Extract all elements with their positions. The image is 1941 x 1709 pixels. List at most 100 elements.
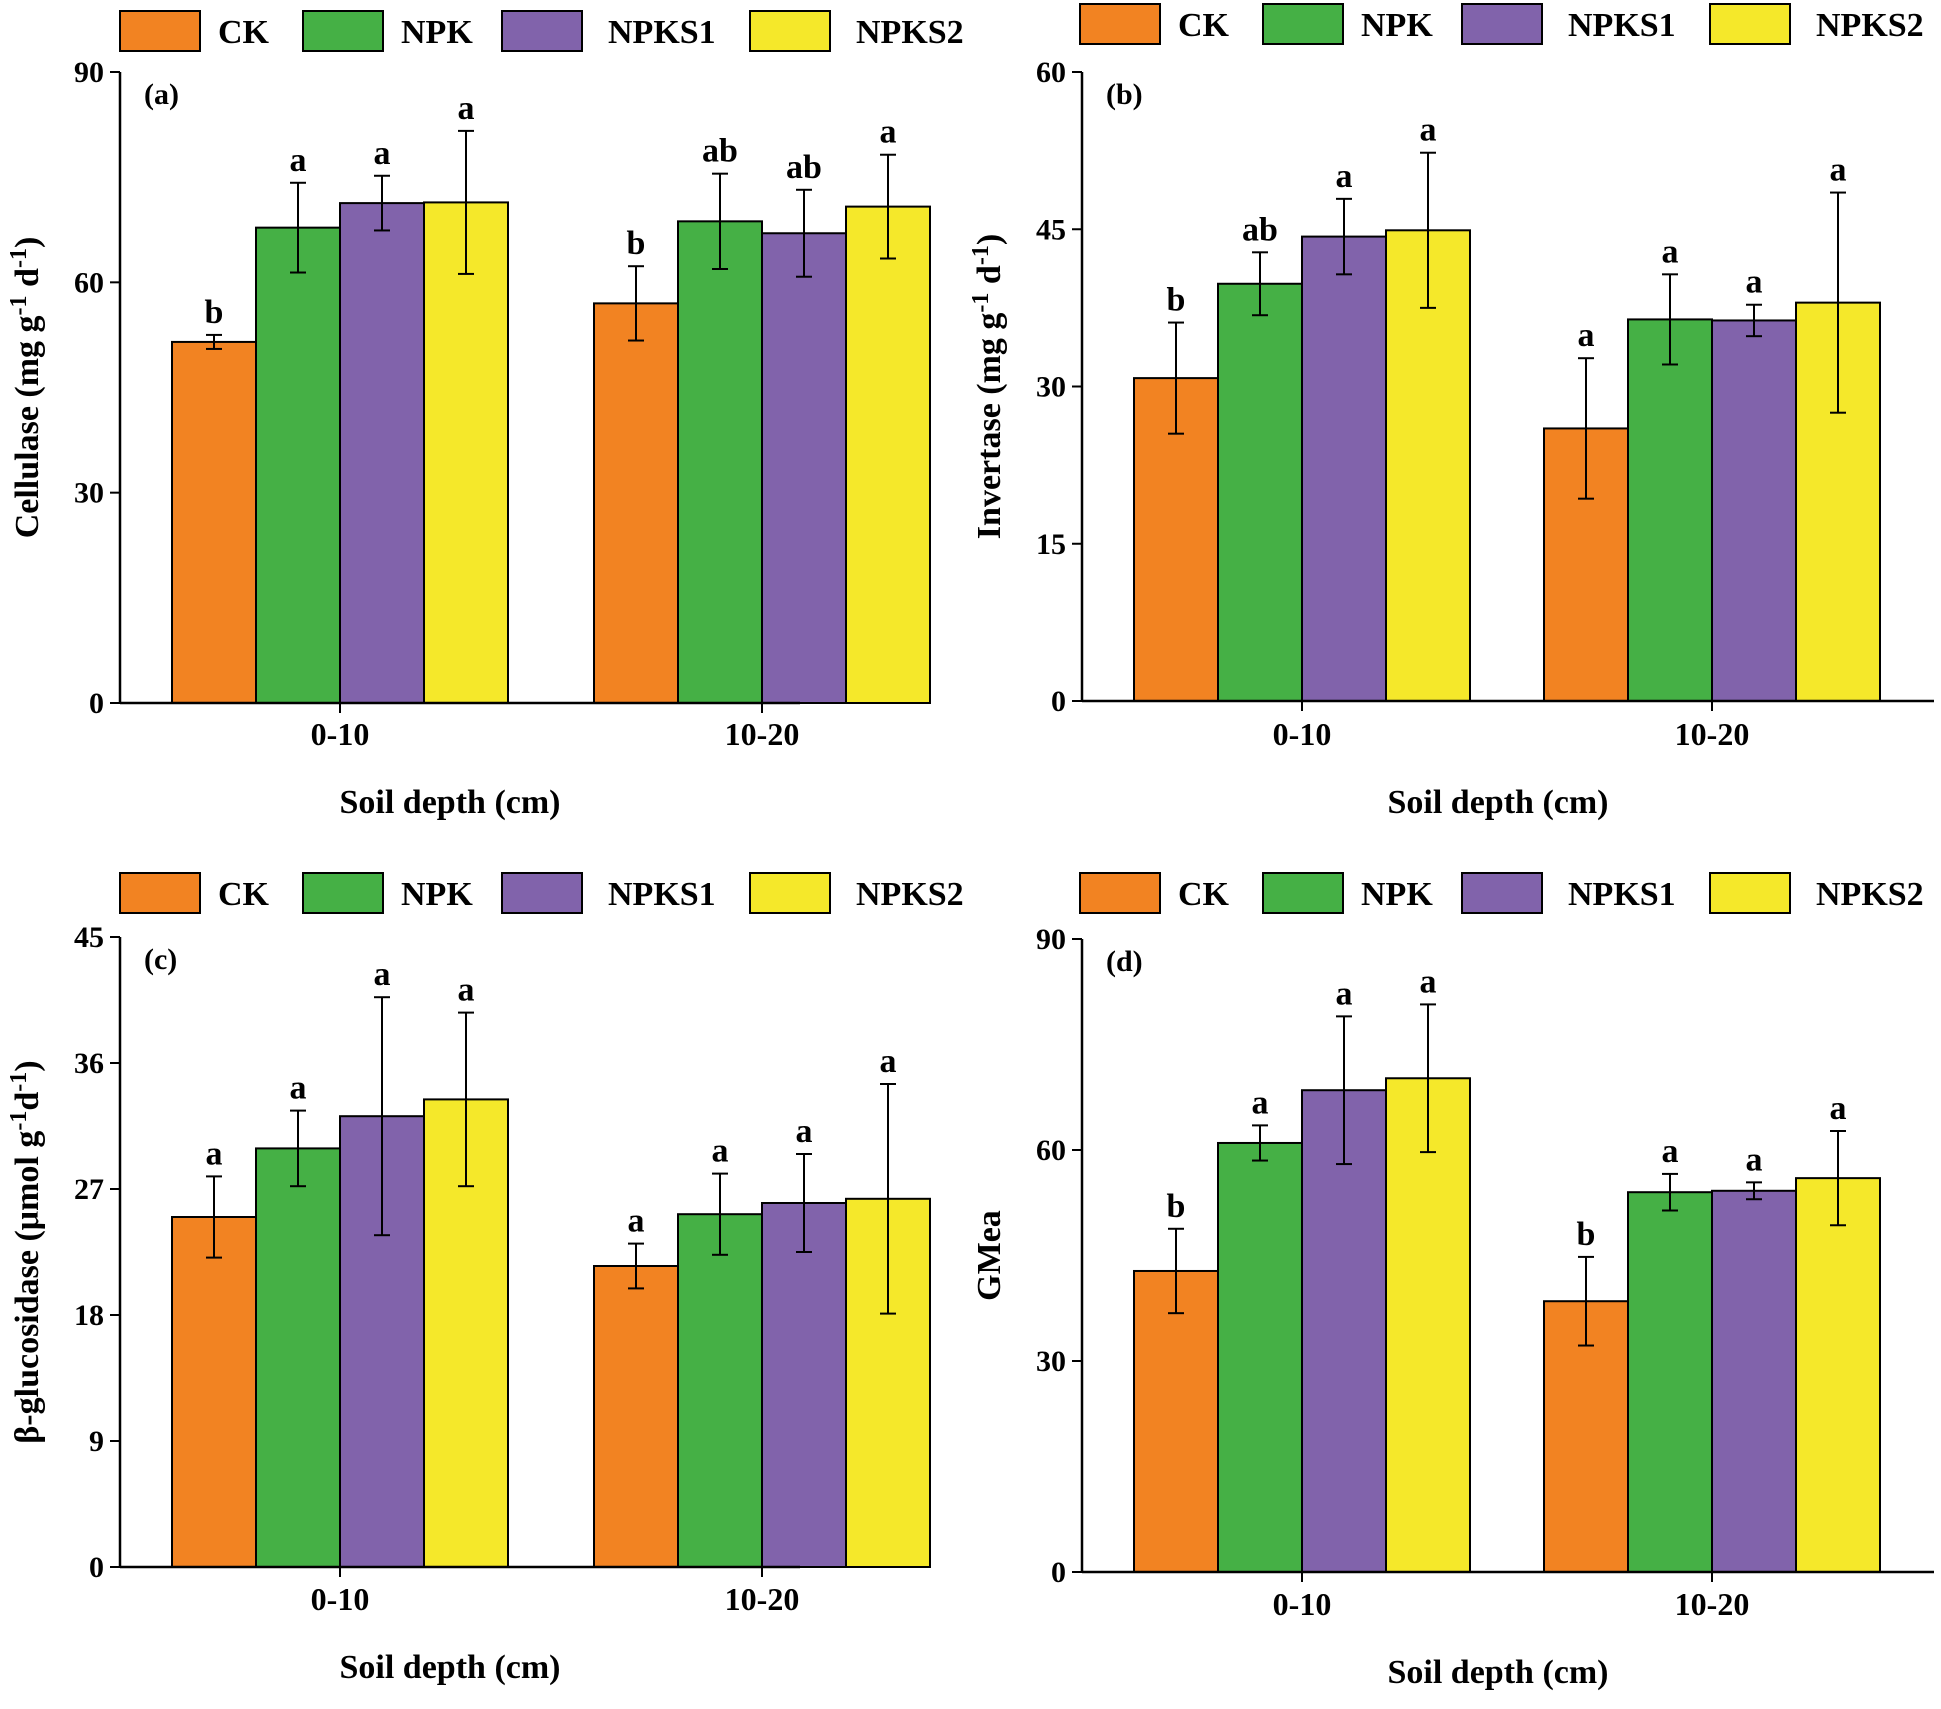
x-tick-label: 10-20: [1675, 716, 1750, 752]
significance-letter: a: [290, 142, 307, 179]
bar-ck-10-20: [593, 302, 679, 704]
significance-letter: b: [627, 225, 646, 262]
y-axis-title-superscript: -1: [6, 295, 32, 315]
y-tick-label: 30: [1036, 1345, 1066, 1378]
y-axis-title: GMea: [971, 1210, 1008, 1301]
legend-swatch-ck: [119, 872, 201, 914]
legend-swatch-npks1: [501, 10, 583, 52]
y-tick-label: 60: [74, 266, 104, 299]
bar-npks2-10-20: [845, 205, 931, 704]
y-axis-title-part: d: [971, 265, 1008, 293]
significance-letter: a: [1578, 317, 1595, 354]
legend-swatch-npk: [302, 10, 384, 52]
significance-letter: a: [290, 1070, 307, 1107]
significance-letter: a: [1420, 112, 1437, 149]
y-tick-label: 15: [1036, 528, 1066, 561]
y-axis-title-superscript: -1: [968, 245, 994, 265]
legend-swatch-npk: [1262, 872, 1344, 914]
y-axis-title: Cellulase (mg g-1 d-1): [6, 237, 46, 539]
x-tick-label: 10-20: [1675, 1586, 1750, 1622]
y-tick-label: 45: [1036, 213, 1066, 246]
bar-npks1-0-10: [1301, 1089, 1387, 1573]
legend-swatch-ck: [119, 10, 201, 52]
y-tick-label: 0: [1051, 685, 1066, 718]
y-axis-title-part: Invertase (mg g: [971, 313, 1008, 540]
chart-panel-a: CK NPK NPKS1 NPKS2 b a a a 0-10 b ab ab a 10-20 0 30 60 9…: [6, 10, 964, 821]
bar-npks1-10-20: [761, 1202, 847, 1568]
legend-swatch-npks1: [1461, 872, 1543, 914]
legend: CK NPK NPKS1 NPKS2: [119, 872, 964, 914]
legend-label-ck: CK: [1178, 876, 1230, 913]
legend-swatch-npks2: [1709, 872, 1791, 914]
y-tick-label: 9: [89, 1425, 104, 1458]
y-axis-title-part: Cellulase (mg g: [9, 315, 46, 538]
significance-letter: a: [796, 1113, 813, 1150]
bar-npks1-0-10: [1301, 235, 1387, 702]
y-axis-title-superscript: -1: [6, 1072, 32, 1092]
panel-label: (c): [144, 943, 177, 976]
bar-npk-10-20: [677, 220, 763, 704]
x-tick-label: 10-20: [725, 716, 800, 752]
y-tick-label: 60: [1036, 1134, 1066, 1167]
legend-label-ck: CK: [218, 876, 270, 913]
bar-npks2-0-10: [1385, 1077, 1471, 1573]
y-axis-title-superscript: -1: [6, 1111, 32, 1131]
bar-npk-0-10: [255, 226, 341, 704]
bar-ck-0-10: [1133, 1269, 1219, 1574]
legend-label-npk: NPK: [401, 14, 473, 51]
y-axis-title-part: ): [9, 1060, 46, 1071]
legend-label-npks1: NPKS1: [1568, 7, 1676, 44]
legend-label-npks1: NPKS1: [1568, 876, 1676, 913]
x-tick-label: 0-10: [1273, 1586, 1332, 1622]
y-tick-label: 90: [1036, 923, 1066, 956]
legend: CK NPK NPKS1 NPKS2: [119, 10, 964, 52]
significance-letter: a: [1746, 264, 1763, 301]
legend-label-npks2: NPKS2: [1816, 876, 1924, 913]
significance-letter: a: [374, 135, 391, 172]
y-axis-title-superscript: -1: [968, 293, 994, 313]
x-tick-label: 10-20: [725, 1581, 800, 1617]
legend-swatch-npks2: [1709, 3, 1791, 45]
y-axis-title-part: GMea: [971, 1210, 1008, 1301]
significance-letter: a: [206, 1135, 223, 1172]
x-axis-title: Soil depth (cm): [1388, 1654, 1609, 1691]
y-tick-label: 27: [74, 1173, 104, 1206]
y-axis-title-part: ): [971, 234, 1008, 245]
significance-letter: b: [1577, 1216, 1596, 1253]
bar-npks2-0-10: [423, 201, 509, 704]
y-axis-title-part: d: [9, 1092, 46, 1111]
bar-npk-10-20: [1627, 1191, 1713, 1573]
significance-letter: b: [1167, 282, 1186, 319]
significance-letter: ab: [786, 149, 822, 186]
legend-label-npks2: NPKS2: [856, 876, 964, 913]
significance-letter: a: [1662, 233, 1679, 270]
significance-letter: a: [1830, 152, 1847, 189]
legend-swatch-npk: [302, 872, 384, 914]
legend-swatch-npk: [1262, 3, 1344, 45]
legend-swatch-npks2: [749, 872, 831, 914]
bar-npk-0-10: [1217, 282, 1303, 702]
significance-letter: ab: [1242, 211, 1278, 248]
legend: CK NPK NPKS1 NPKS2: [1079, 3, 1924, 45]
legend-label-npk: NPK: [401, 876, 473, 913]
legend-label-npks2: NPKS2: [1816, 7, 1924, 44]
legend-swatch-npks1: [501, 872, 583, 914]
y-tick-label: 90: [74, 56, 104, 89]
panel-label: (a): [144, 78, 179, 111]
legend-swatch-npks1: [1461, 3, 1543, 45]
significance-letter: a: [1830, 1090, 1847, 1127]
y-tick-label: 36: [74, 1047, 104, 1080]
y-axis-title: Invertase (mg g-1 d-1): [968, 234, 1008, 539]
legend-label-npk: NPK: [1361, 876, 1433, 913]
bar-ck-10-20: [593, 1265, 679, 1568]
y-axis-title-part: ): [9, 237, 46, 248]
x-tick-label: 0-10: [311, 1581, 370, 1617]
legend-label-npks1: NPKS1: [608, 876, 716, 913]
x-axis-title: Soil depth (cm): [1388, 784, 1609, 821]
x-axis-title: Soil depth (cm): [340, 784, 561, 821]
y-axis-title-part: d: [9, 268, 46, 296]
chart-panel-b: CK NPK NPKS1 NPKS2 b ab a a 0-10 a a a a 10-20 0 15 30 45…: [968, 3, 1934, 821]
bar-npks2-10-20: [1795, 1177, 1881, 1573]
y-axis-title-superscript: -1: [6, 248, 32, 268]
